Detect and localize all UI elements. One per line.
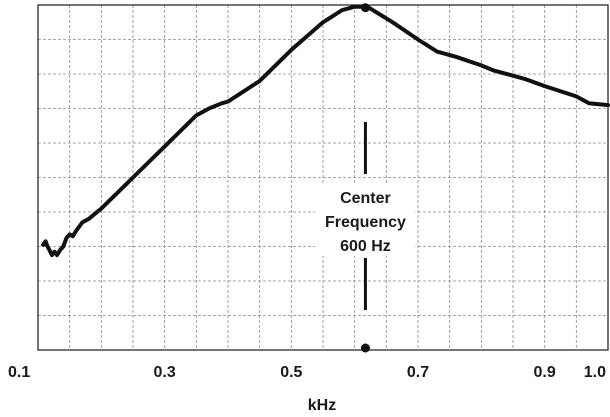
x-tick-labels: 0.1 0.3 0.5 0.7 0.9 1.0	[8, 364, 606, 381]
x-tick-label: 1.0	[584, 364, 606, 381]
annotation-background	[315, 184, 416, 256]
x-tick-label: 0.9	[534, 364, 556, 381]
response-curve	[41, 4, 610, 258]
grid	[38, 5, 608, 350]
annotation-line-frequency: Frequency	[325, 214, 406, 231]
x-axis-label: kHz	[308, 397, 336, 414]
x-tick-label: 0.5	[280, 364, 302, 381]
plot-frame	[37, 4, 609, 351]
annotation-line-center: Center	[340, 190, 391, 207]
peak-point	[360, 3, 370, 13]
x-tick-label: 0.7	[407, 364, 429, 381]
annotation-line-value: 600 Hz	[340, 238, 391, 255]
x-tick-label: 0.1	[8, 364, 30, 381]
x-tick-label: 0.3	[154, 364, 176, 381]
center-frequency-axis-point	[360, 343, 370, 353]
